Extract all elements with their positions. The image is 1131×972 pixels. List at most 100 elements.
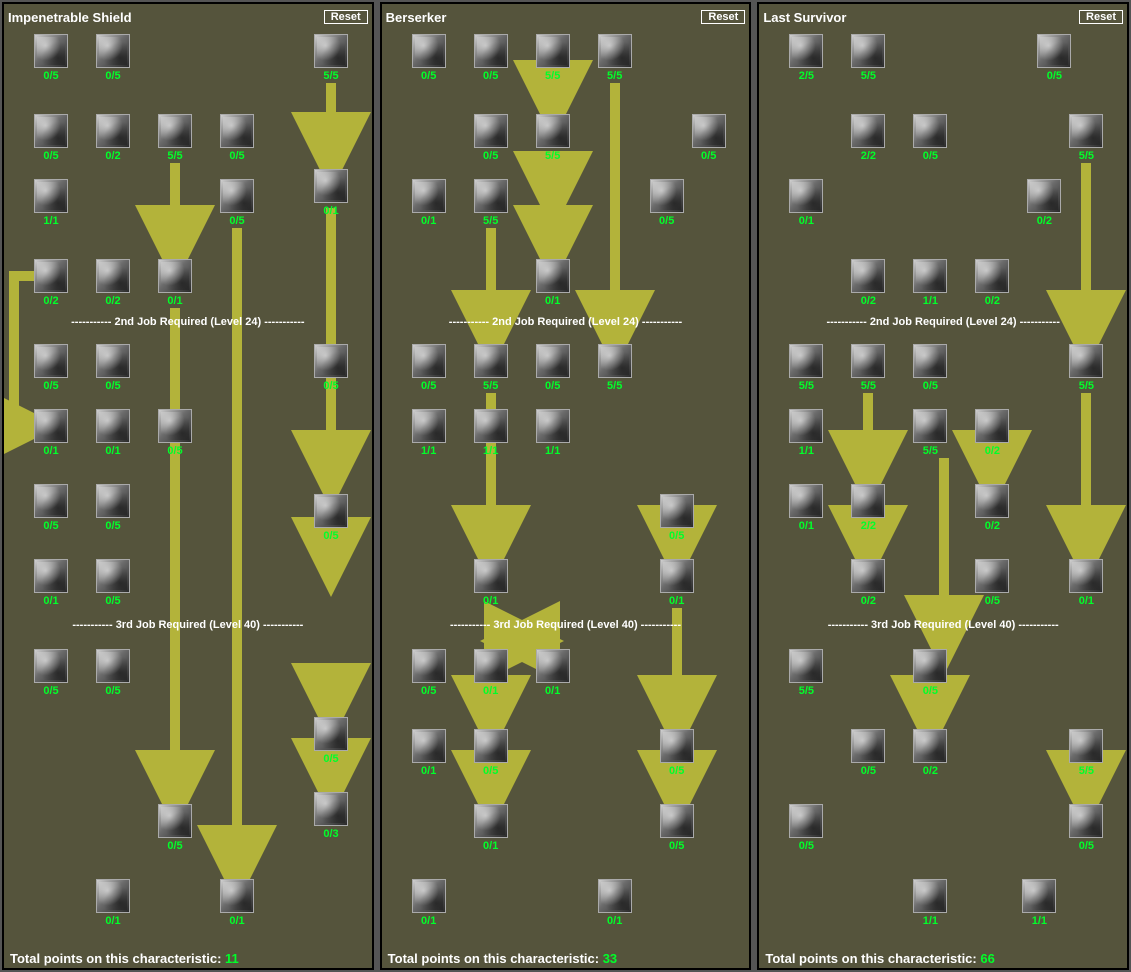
skill-node[interactable]: 0/5 <box>34 484 68 532</box>
skill-node[interactable]: 0/5 <box>474 729 508 777</box>
skill-node[interactable]: 0/5 <box>412 649 446 697</box>
skill-node[interactable]: 0/5 <box>913 649 947 697</box>
skill-node[interactable]: 0/5 <box>314 344 348 392</box>
skill-node[interactable]: 2/2 <box>851 484 885 532</box>
skill-node[interactable]: 2/2 <box>851 114 885 162</box>
skill-node[interactable]: 0/1 <box>96 879 130 927</box>
skill-node[interactable]: 5/5 <box>536 114 570 162</box>
skill-node[interactable]: 0/5 <box>96 559 130 607</box>
skill-node[interactable]: 0/5 <box>474 114 508 162</box>
skill-node[interactable]: 0/5 <box>314 494 348 542</box>
skill-node[interactable]: 0/2 <box>851 259 885 307</box>
skill-node[interactable]: 1/1 <box>34 179 68 227</box>
skill-node[interactable]: 5/5 <box>1069 344 1103 392</box>
skill-node[interactable]: 0/1 <box>474 804 508 852</box>
skill-node[interactable]: 0/2 <box>913 729 947 777</box>
skill-node[interactable]: 0/5 <box>913 344 947 392</box>
skill-node[interactable]: 0/1 <box>536 649 570 697</box>
skill-node[interactable]: 0/1 <box>598 879 632 927</box>
skill-node[interactable]: 0/5 <box>34 344 68 392</box>
skill-node[interactable]: 5/5 <box>851 344 885 392</box>
skill-node[interactable]: 0/2 <box>975 409 1009 457</box>
skill-node[interactable]: 0/5 <box>1069 804 1103 852</box>
skill-node[interactable]: 0/5 <box>34 114 68 162</box>
skill-node[interactable]: 0/5 <box>34 34 68 82</box>
skill-node[interactable]: 0/5 <box>96 484 130 532</box>
skill-node[interactable]: 1/1 <box>474 409 508 457</box>
skill-node[interactable]: 0/1 <box>34 409 68 457</box>
skill-node[interactable]: 0/1 <box>412 879 446 927</box>
skill-node[interactable]: 0/5 <box>96 649 130 697</box>
skill-node[interactable]: 0/2 <box>34 259 68 307</box>
skill-node[interactable]: 0/5 <box>1037 34 1071 82</box>
skill-node[interactable]: 0/1 <box>536 259 570 307</box>
skill-node[interactable]: 0/1 <box>789 484 823 532</box>
skill-node[interactable]: 5/5 <box>536 34 570 82</box>
skill-node[interactable]: 1/1 <box>913 259 947 307</box>
skill-node[interactable]: 0/5 <box>692 114 726 162</box>
skill-node[interactable]: 0/5 <box>96 34 130 82</box>
skill-node[interactable]: 1/1 <box>1022 879 1056 927</box>
skill-node[interactable]: 0/3 <box>314 792 348 840</box>
skill-node[interactable]: 0/1 <box>1069 559 1103 607</box>
skill-node[interactable]: 0/1 <box>789 179 823 227</box>
skill-node[interactable]: 5/5 <box>474 179 508 227</box>
skill-node[interactable]: 0/1 <box>34 559 68 607</box>
skill-node[interactable]: 2/5 <box>789 34 823 82</box>
skill-node[interactable]: 0/1 <box>220 879 254 927</box>
skill-node[interactable]: 5/5 <box>314 34 348 82</box>
skill-node[interactable]: 5/5 <box>789 344 823 392</box>
skill-node[interactable]: 0/2 <box>975 484 1009 532</box>
skill-node[interactable]: 0/5 <box>158 409 192 457</box>
skill-node[interactable]: 0/5 <box>660 729 694 777</box>
skill-node[interactable]: 0/5 <box>314 717 348 765</box>
skill-node[interactable]: 5/5 <box>1069 729 1103 777</box>
skill-node[interactable]: 0/1 <box>660 559 694 607</box>
skill-node[interactable]: 1/1 <box>789 409 823 457</box>
skill-node[interactable]: 5/5 <box>1069 114 1103 162</box>
skill-node[interactable]: 0/5 <box>412 344 446 392</box>
skill-node[interactable]: 0/1 <box>412 729 446 777</box>
skill-node[interactable]: 0/5 <box>913 114 947 162</box>
skill-node[interactable]: 0/5 <box>34 649 68 697</box>
skill-node[interactable]: 1/1 <box>412 409 446 457</box>
skill-node[interactable]: 0/5 <box>650 179 684 227</box>
skill-node[interactable]: 0/1 <box>474 559 508 607</box>
skill-node[interactable]: 5/5 <box>474 344 508 392</box>
skill-node[interactable]: 0/1 <box>96 409 130 457</box>
skill-node[interactable]: 0/2 <box>96 259 130 307</box>
skill-node[interactable]: 0/5 <box>536 344 570 392</box>
skill-node[interactable]: 0/2 <box>851 559 885 607</box>
skill-node[interactable]: 5/5 <box>598 344 632 392</box>
skill-node[interactable]: 0/2 <box>1027 179 1061 227</box>
reset-button[interactable]: Reset <box>324 10 368 24</box>
skill-node[interactable]: 5/5 <box>789 649 823 697</box>
total-points: 33 <box>603 951 617 966</box>
skill-node[interactable]: 0/5 <box>975 559 1009 607</box>
skill-node[interactable]: 0/2 <box>96 114 130 162</box>
skill-node[interactable]: 0/5 <box>412 34 446 82</box>
skill-node[interactable]: 0/5 <box>220 114 254 162</box>
skill-node[interactable]: 0/1 <box>158 259 192 307</box>
skill-node[interactable]: 5/5 <box>851 34 885 82</box>
skill-node[interactable]: 0/5 <box>851 729 885 777</box>
skill-node[interactable]: 0/1 <box>474 649 508 697</box>
skill-node[interactable]: 5/5 <box>158 114 192 162</box>
skill-node[interactable]: 0/5 <box>660 804 694 852</box>
reset-button[interactable]: Reset <box>1079 10 1123 24</box>
skill-node[interactable]: 0/5 <box>96 344 130 392</box>
skill-node[interactable]: 0/5 <box>660 494 694 542</box>
reset-button[interactable]: Reset <box>701 10 745 24</box>
skill-node[interactable]: 0/5 <box>158 804 192 852</box>
skill-node[interactable]: 1/1 <box>536 409 570 457</box>
skill-node[interactable]: 5/5 <box>913 409 947 457</box>
skill-node[interactable]: 0/5 <box>789 804 823 852</box>
skill-node[interactable]: 0/1 <box>314 169 348 217</box>
skill-node[interactable]: 0/1 <box>412 179 446 227</box>
skill-node[interactable]: 5/5 <box>598 34 632 82</box>
skill-node[interactable]: 1/1 <box>913 879 947 927</box>
skill-node[interactable]: 0/2 <box>975 259 1009 307</box>
skill-node[interactable]: 0/5 <box>220 179 254 227</box>
skill-icon <box>96 259 130 293</box>
skill-node[interactable]: 0/5 <box>474 34 508 82</box>
